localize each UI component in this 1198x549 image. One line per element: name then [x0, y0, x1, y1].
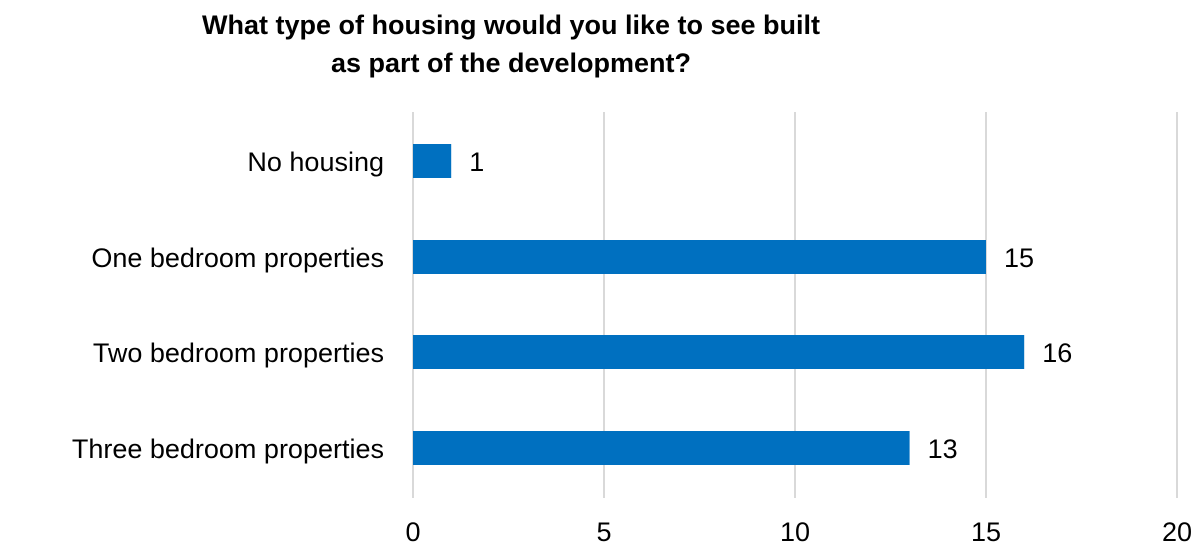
bar-4: [413, 431, 910, 465]
chart-title: What type of housing would you like to s…: [0, 6, 1022, 82]
data-label-2: 15: [1004, 243, 1034, 273]
x-tick-label-5: 5: [596, 517, 611, 547]
x-tick-label-15: 15: [971, 517, 1001, 547]
x-axis-tick-labels: 0 5 10 15 20: [405, 517, 1192, 547]
category-label-3: Two bedroom properties: [93, 338, 384, 368]
category-label-2: One bedroom properties: [91, 243, 384, 273]
chart-title-line-2: as part of the development?: [330, 48, 692, 78]
category-label-1: No housing: [247, 147, 384, 177]
bar-3: [413, 335, 1025, 369]
x-tick-label-10: 10: [780, 517, 810, 547]
bar-1: [413, 144, 452, 178]
bar-2: [413, 240, 986, 274]
data-label-4: 13: [928, 434, 958, 464]
data-label-3: 16: [1042, 338, 1072, 368]
data-label-1: 1: [469, 147, 484, 177]
category-label-4: Three bedroom properties: [72, 434, 384, 464]
bars: [413, 144, 1025, 465]
data-labels: 1 15 16 13: [469, 147, 1072, 464]
category-labels: No housing One bedroom properties Two bedr…: [72, 147, 384, 464]
x-tick-label-0: 0: [405, 517, 420, 547]
chart-title-line-1: What type of housing would you like to s…: [201, 10, 820, 40]
x-tick-label-20: 20: [1162, 517, 1192, 547]
